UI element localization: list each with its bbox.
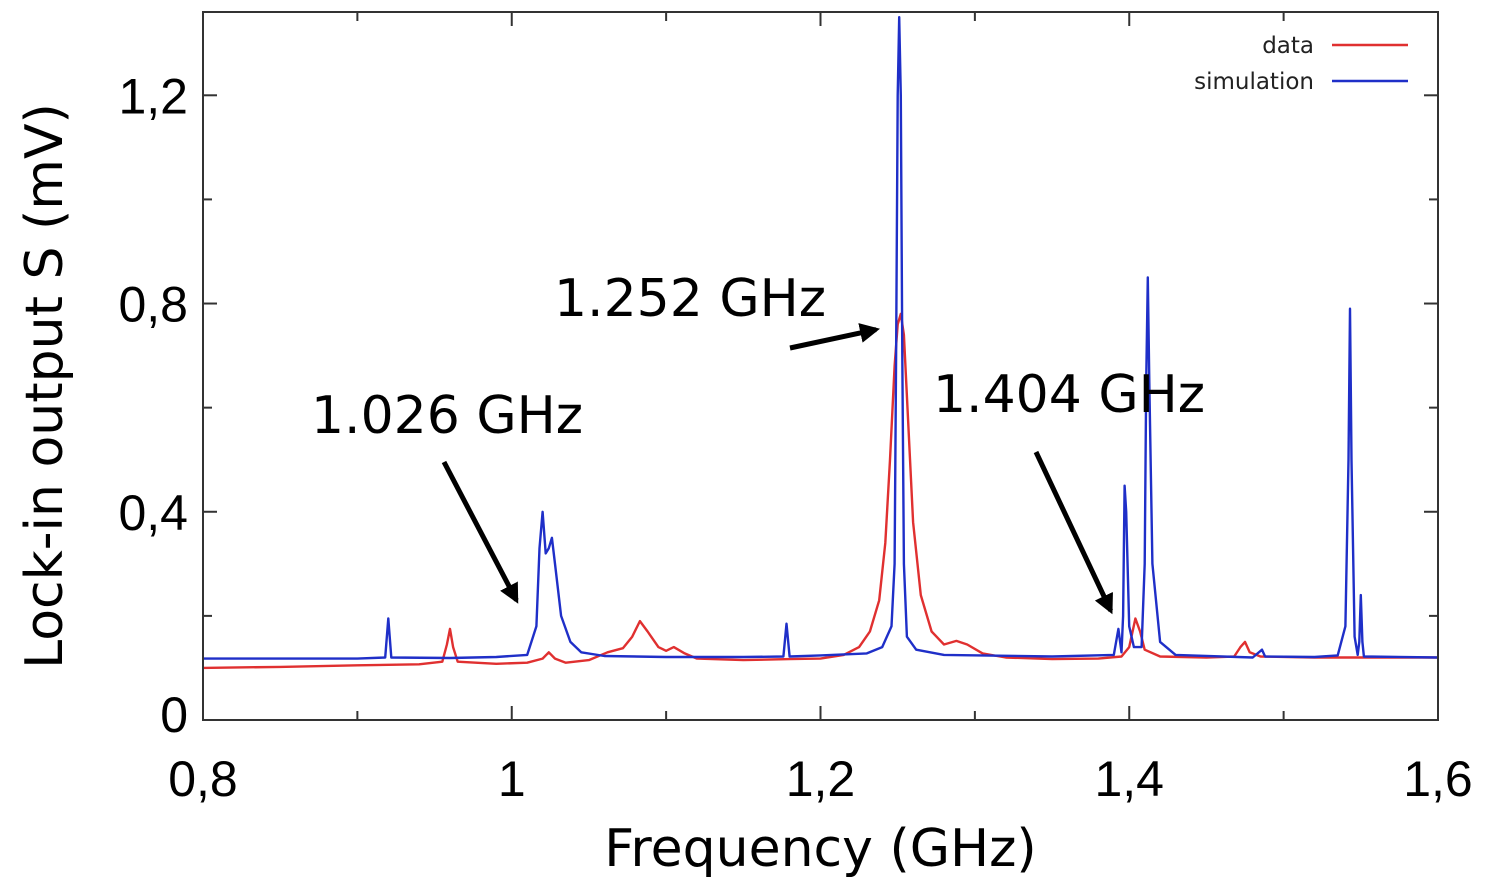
series-group bbox=[202, 16, 1439, 670]
annotation-label: 1.404 GHz bbox=[933, 365, 1205, 425]
annotation-arrow bbox=[441, 460, 519, 604]
x-tick-label: 1,2 bbox=[786, 751, 856, 807]
annotation-arrow bbox=[789, 323, 880, 351]
annotations: 1.026 GHz 1.252 GHz 1.404 GHz bbox=[311, 269, 1205, 615]
annotation-label: 1.252 GHz bbox=[554, 269, 826, 329]
plot-area-frame bbox=[202, 11, 1439, 721]
series-line-simulation bbox=[203, 16, 1439, 660]
x-axis-title: Frequency (GHz) bbox=[604, 819, 1036, 879]
tick-labels: 0,8 1 1,2 1,4 1,6 0 0,4 0,8 1,2 bbox=[118, 68, 1472, 807]
annotation-arrow bbox=[1033, 450, 1113, 615]
y-axis-title: Lock-in output S (mV) bbox=[15, 103, 75, 669]
x-tick-label: 0,8 bbox=[168, 751, 238, 807]
x-tick-label: 1,6 bbox=[1403, 751, 1473, 807]
y-tick-label: 0 bbox=[160, 687, 188, 743]
x-tick-label: 1,4 bbox=[1094, 751, 1164, 807]
x-tick-label: 1 bbox=[498, 751, 526, 807]
annotation-label: 1.026 GHz bbox=[311, 386, 583, 446]
legend-label: data bbox=[1262, 33, 1314, 59]
y-tick-label: 1,2 bbox=[118, 68, 188, 124]
y-tick-label: 0,4 bbox=[118, 485, 188, 541]
y-tick-label: 0,8 bbox=[118, 277, 188, 333]
legend: data simulation bbox=[1194, 33, 1408, 95]
series-line-data bbox=[202, 312, 1438, 670]
axis-ticks bbox=[202, 12, 1439, 721]
legend-label: simulation bbox=[1194, 69, 1314, 95]
